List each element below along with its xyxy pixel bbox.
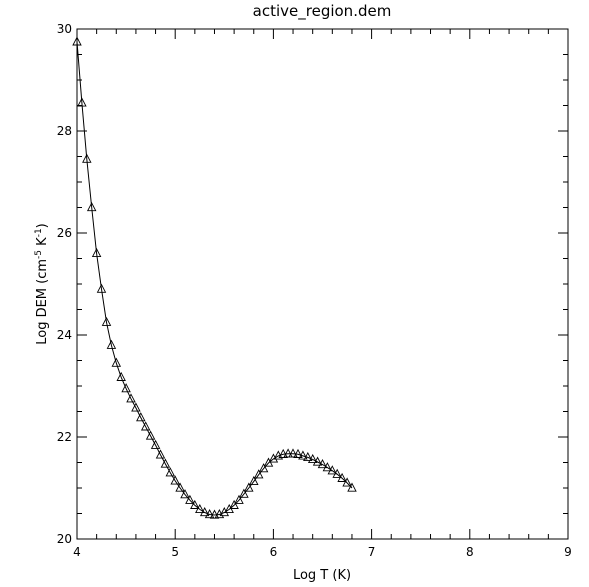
- y-tick-labels: 20 22 24 26 28 30: [57, 22, 72, 546]
- series-markers: [72, 36, 357, 519]
- data-point-marker: [347, 482, 357, 492]
- data-point-marker: [145, 430, 156, 440]
- data-point-marker: [106, 339, 117, 349]
- data-point-marker: [165, 467, 176, 477]
- data-point-marker: [268, 453, 279, 463]
- x-tick-label: 5: [171, 545, 179, 559]
- data-point-marker: [293, 448, 303, 458]
- x-tick-label: 8: [466, 545, 474, 559]
- data-point-marker: [140, 421, 151, 431]
- x-tick-labels: 4 5 6 7 8 9: [73, 545, 572, 559]
- data-point-marker: [229, 499, 239, 509]
- y-tick-label: 28: [57, 124, 72, 138]
- data-point-marker: [322, 462, 333, 472]
- data-point-marker: [219, 507, 230, 517]
- data-point-marker: [190, 499, 200, 509]
- data-point-marker: [258, 463, 269, 473]
- data-point-marker: [136, 412, 146, 422]
- data-point-marker: [303, 451, 313, 462]
- data-point-marker: [131, 402, 141, 412]
- data-point-marker: [72, 36, 82, 46]
- y-axis-title-suffix: ): [35, 223, 50, 228]
- data-point-marker: [332, 468, 342, 478]
- data-point-marker: [209, 509, 220, 519]
- data-point-marker: [91, 247, 102, 258]
- data-point-marker: [155, 449, 166, 459]
- data-point-marker: [204, 509, 215, 519]
- x-tick-label: 7: [368, 545, 376, 559]
- y-axis-title-exp1: -5: [34, 250, 44, 259]
- data-point-marker: [160, 458, 171, 468]
- data-point-marker: [121, 383, 131, 393]
- data-point-marker: [249, 475, 259, 486]
- data-point-marker: [170, 475, 180, 485]
- data-point-marker: [253, 469, 264, 479]
- y-axis-title-mid: K: [35, 237, 50, 250]
- y-tick-label: 20: [57, 532, 72, 546]
- data-point-marker: [288, 448, 298, 458]
- data-point-marker: [126, 393, 136, 403]
- y-tick-label: 30: [57, 22, 72, 36]
- data-point-marker: [312, 456, 323, 466]
- x-tick-label: 4: [73, 545, 81, 559]
- data-point-marker: [327, 465, 338, 475]
- data-point-marker: [96, 283, 107, 293]
- data-point-marker: [150, 439, 161, 449]
- data-point-marker: [185, 494, 195, 504]
- data-point-marker: [283, 448, 293, 458]
- data-point-marker: [234, 494, 244, 504]
- data-point-marker: [298, 450, 308, 460]
- y-axis-title: Log DEM (cm-5 K-1): [34, 223, 50, 345]
- data-point-marker: [180, 489, 190, 499]
- data-point-marker: [101, 316, 112, 326]
- y-axis-title-exp2: -1: [34, 228, 44, 237]
- x-tick-label: 9: [564, 545, 572, 559]
- data-point-marker: [111, 357, 122, 367]
- data-point-marker: [317, 459, 328, 469]
- data-point-marker: [116, 371, 126, 381]
- chart-title: active_region.dem: [253, 2, 392, 21]
- x-axis-title: Log T (K): [293, 568, 351, 583]
- data-point-marker: [342, 477, 352, 487]
- data-point-marker: [199, 507, 210, 517]
- series-line: [76, 41, 353, 516]
- y-axis-title-prefix: Log DEM (cm: [35, 259, 50, 345]
- y-tick-label: 22: [57, 430, 72, 444]
- data-point-marker: [86, 202, 97, 212]
- data-point-marker: [77, 97, 87, 107]
- axis-ticks: [76, 28, 569, 540]
- plot-frame: [76, 28, 569, 540]
- data-point-marker: [82, 153, 92, 163]
- data-point-marker: [239, 488, 249, 498]
- data-point-marker: [175, 482, 185, 492]
- data-point-marker: [244, 482, 254, 492]
- y-tick-label: 24: [57, 328, 72, 342]
- data-point-marker: [278, 448, 288, 458]
- data-point-marker: [195, 503, 205, 514]
- x-tick-label: 6: [270, 545, 278, 559]
- data-point-marker: [337, 472, 347, 482]
- y-tick-label: 26: [57, 226, 72, 240]
- data-point-marker: [307, 453, 318, 464]
